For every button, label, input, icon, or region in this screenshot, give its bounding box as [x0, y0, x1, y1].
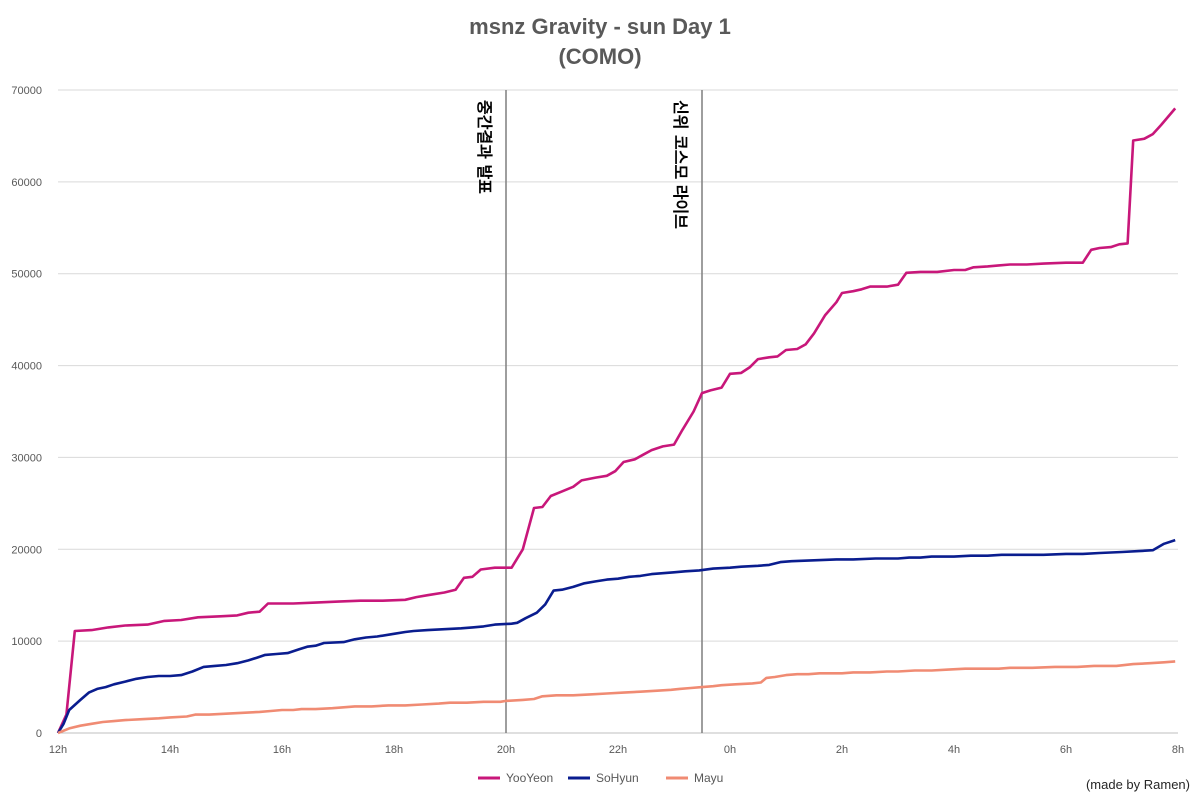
chart-title: msnz Gravity - sun Day 1 [469, 14, 731, 39]
annotations: 중간결과 발표 신위 코스모 라이브 [475, 90, 703, 733]
x-tick-label: 4h [948, 744, 960, 756]
series-line-mayu [57, 660, 1176, 735]
annotation-label: 신위 코스모 라이브 [671, 100, 690, 229]
x-tick-label: 20h [497, 744, 515, 756]
x-tick-label: 8h [1172, 744, 1184, 756]
y-tick-label: 60000 [11, 177, 42, 189]
credit-note: (made by Ramen) [1085, 777, 1190, 792]
x-tick-label: 22h [609, 744, 627, 756]
legend: YooYeon SoHyun Mayu [478, 771, 723, 785]
y-tick-label: 70000 [11, 85, 42, 97]
y-tick-label: 10000 [11, 636, 42, 648]
y-tick-label: 30000 [11, 452, 42, 464]
legend-label: YooYeon [506, 771, 553, 785]
x-tick-label: 2h [836, 744, 848, 756]
gridlines [58, 89, 1178, 734]
x-tick-label: 12h [49, 744, 67, 756]
x-tick-label: 18h [385, 744, 403, 756]
x-tick-label: 6h [1060, 744, 1072, 756]
annotation-label: 중간결과 발표 [475, 100, 494, 194]
y-tick-label: 20000 [11, 544, 42, 556]
y-tick-label: 0 [36, 728, 42, 740]
series-line-yooyeon [56, 107, 1177, 734]
chart-subtitle: (COMO) [558, 44, 642, 69]
x-axis: 12h 14h 16h 18h 20h 22h 0h 2h 4h 6h 8h [49, 744, 1184, 756]
x-tick-label: 16h [273, 744, 291, 756]
y-axis: 0 10000 20000 30000 40000 50000 60000 70000 [11, 85, 42, 740]
y-tick-label: 40000 [11, 361, 42, 373]
legend-label: Mayu [694, 771, 723, 785]
chart-title-block: msnz Gravity - sun Day 1 (COMO) [0, 12, 1200, 72]
x-tick-label: 14h [161, 744, 179, 756]
series-lines [56, 107, 1177, 735]
legend-label: SoHyun [596, 771, 639, 785]
series-line-sohyun [56, 538, 1176, 734]
y-tick-label: 50000 [11, 269, 42, 281]
x-tick-label: 0h [724, 744, 736, 756]
